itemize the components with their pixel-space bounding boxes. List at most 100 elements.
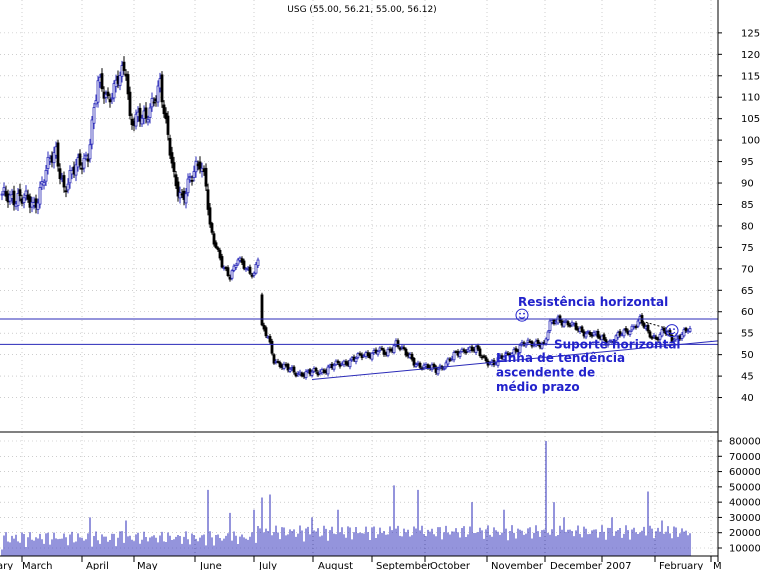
candle-body <box>462 349 466 352</box>
candle-body <box>148 107 152 118</box>
candle-body <box>64 190 68 193</box>
candle-body <box>108 99 112 103</box>
candle-body <box>590 334 594 337</box>
candle-body <box>622 329 626 337</box>
candle-body <box>658 334 662 340</box>
candle-body <box>170 152 174 164</box>
candle-body <box>236 259 240 265</box>
candle-body <box>16 192 20 207</box>
candle-body <box>608 340 612 342</box>
price-tick-label: 65 <box>741 286 754 297</box>
candle-body <box>628 330 632 335</box>
candle-body <box>262 324 266 330</box>
candle-body <box>646 324 650 332</box>
candle-body <box>574 322 578 330</box>
month-label: May <box>137 561 158 570</box>
candle-body <box>660 329 664 337</box>
grid-lines <box>0 0 718 556</box>
volume-tick-label: 80000 <box>729 437 760 448</box>
chart-title: USG (55.00, 56.21, 55.00, 56.12) <box>287 5 436 15</box>
month-label: June <box>199 561 222 570</box>
candle-body <box>218 250 222 259</box>
trend-line <box>311 340 719 381</box>
candle-body <box>264 327 268 337</box>
candle-body <box>216 247 220 250</box>
candle-body <box>586 330 590 333</box>
price-tick-label: 55 <box>741 329 754 340</box>
candle-body <box>386 348 390 357</box>
candle-body <box>636 320 640 327</box>
candle-body <box>402 347 406 350</box>
candle-body <box>464 351 468 354</box>
candle-body <box>118 75 122 87</box>
candle-body <box>160 74 164 103</box>
candle-body <box>128 91 132 116</box>
candle-body <box>618 331 622 336</box>
candle-body <box>78 153 82 166</box>
candle-body <box>382 349 386 355</box>
smiley-icon <box>515 308 529 322</box>
candle-body <box>278 362 282 367</box>
candle-body <box>272 354 276 364</box>
candle-body <box>596 330 600 338</box>
candle-body <box>66 183 70 191</box>
candle-body <box>146 119 150 123</box>
candle-body <box>546 331 550 340</box>
candle-body <box>206 189 210 210</box>
candle-body <box>376 351 380 355</box>
candle-body <box>168 137 172 156</box>
candle-body <box>354 358 358 363</box>
candle-body <box>252 272 256 276</box>
candle-body <box>46 156 50 169</box>
candle-body <box>282 363 286 369</box>
candle-body <box>106 91 110 97</box>
candle-body <box>84 154 88 157</box>
month-label: September <box>376 561 432 570</box>
volume-tick-label: 10000 <box>729 544 760 555</box>
candle-body <box>356 353 360 358</box>
month-label: M <box>713 561 722 570</box>
price-tick-label: 40 <box>741 393 754 404</box>
candle-body <box>184 193 188 204</box>
candle-body <box>80 167 84 170</box>
candle-body <box>2 187 6 192</box>
annotation-label: médio prazo <box>496 380 580 394</box>
candle-body <box>514 348 518 352</box>
month-label: 2007 <box>606 561 631 570</box>
volume-bars <box>1 441 691 556</box>
candle-body <box>684 327 688 332</box>
candle-body <box>392 345 396 354</box>
candle-body <box>86 158 90 162</box>
volume-tick-label: 40000 <box>729 498 760 509</box>
candle-body <box>92 107 96 124</box>
candle-body <box>458 352 462 357</box>
candle-body <box>194 160 198 173</box>
candle-body <box>370 352 374 360</box>
candle-body <box>478 348 482 357</box>
candle-body <box>24 190 28 196</box>
candle-body <box>548 320 552 331</box>
candle-body <box>112 83 116 99</box>
candle-body <box>650 336 654 339</box>
candle-body <box>270 340 274 354</box>
candle-body <box>276 361 280 363</box>
candle-body <box>672 339 676 342</box>
candle-body <box>162 104 166 115</box>
candle-body <box>232 265 236 271</box>
candle-body <box>358 353 362 356</box>
price-tick-label: 45 <box>741 372 754 383</box>
candle-body <box>336 360 340 364</box>
candle-body <box>140 117 144 125</box>
candle-body <box>418 362 422 368</box>
candle-body <box>68 169 72 184</box>
candle-body <box>96 80 100 103</box>
candle-body <box>56 142 60 167</box>
candle-body <box>662 327 666 332</box>
candle-body <box>682 329 686 337</box>
candle-body <box>446 358 450 365</box>
candle-body <box>470 346 474 351</box>
candle-body <box>614 335 618 341</box>
candle-body <box>288 368 292 372</box>
candle-body <box>176 181 180 197</box>
